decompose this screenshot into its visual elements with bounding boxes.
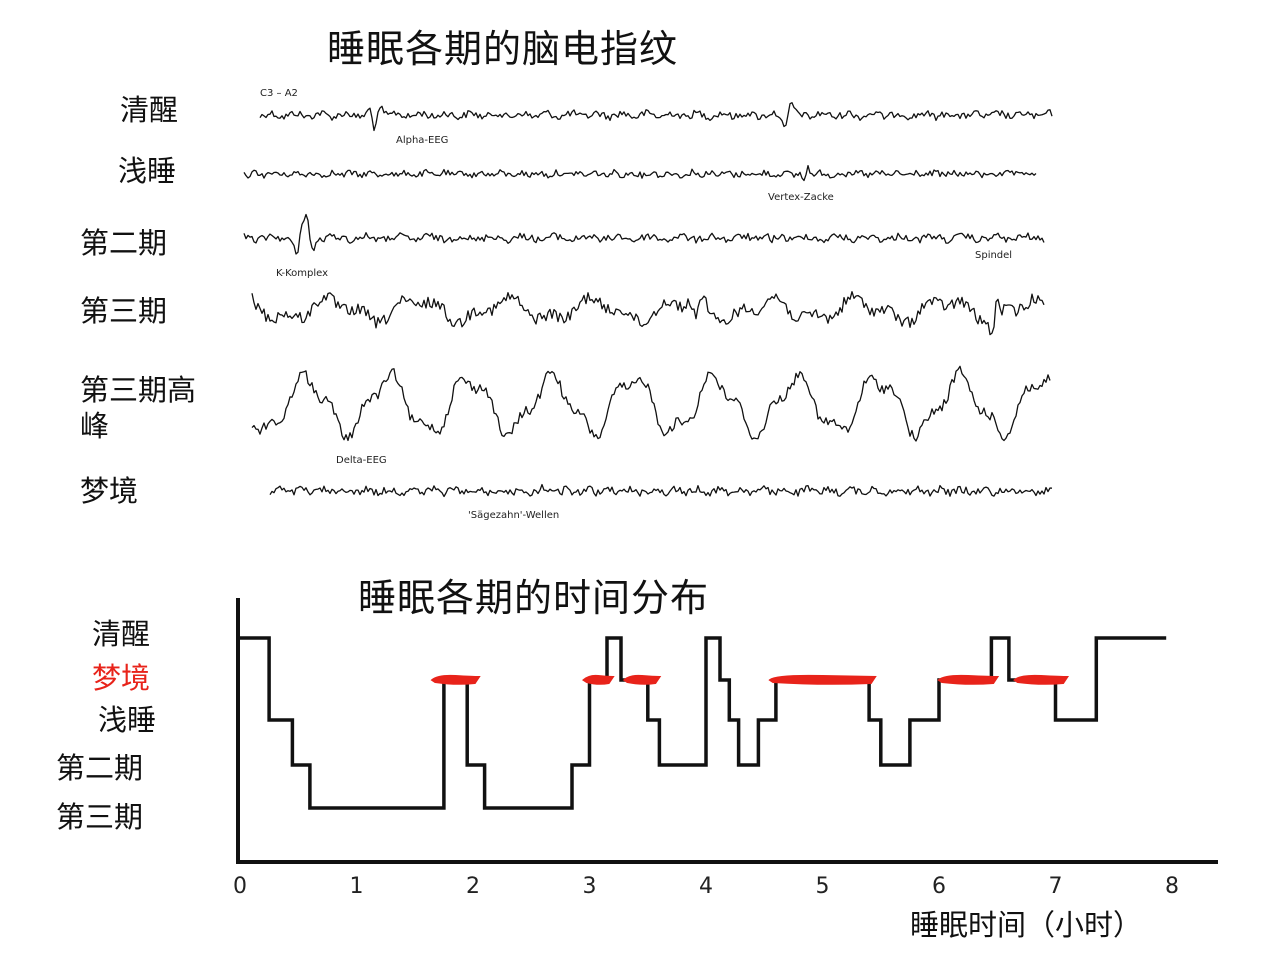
eeg-traces [243, 102, 1053, 498]
rem-period-marker [430, 674, 481, 685]
x-tick-label: 1 [350, 874, 364, 899]
x-axis-label: 睡眠时间（小时） [910, 908, 1143, 942]
sleep-stage-line [240, 636, 1167, 810]
rem-period-marker [1013, 674, 1070, 685]
hyp-label-wake: 清醒 [92, 617, 151, 651]
eeg-annotation-sawtooth: 'Sägezahn'-Wellen [468, 510, 560, 521]
eeg-trace-wake [259, 102, 1053, 132]
eeg-section-title: 睡眠各期的脑电指纹 [327, 27, 679, 71]
rem-period-marker [937, 674, 1000, 685]
eeg-trace-stage2 [243, 213, 1045, 255]
x-tick-label: 0 [233, 874, 247, 899]
rem-period-marker [768, 674, 877, 685]
rem-period-marker [622, 674, 662, 685]
hyp-label-stage2: 第二期 [56, 751, 144, 785]
eeg-annotation-k-complex: K-Komplex [276, 268, 329, 279]
eeg-label-stage2: 第二期 [80, 226, 168, 260]
hyp-label-rem: 梦境 [92, 661, 151, 695]
hypnogram-title: 睡眠各期的时间分布 [358, 576, 710, 620]
eeg-channel-label: C3 – A2 [260, 88, 298, 99]
eeg-label-stage3-peak: 第三期高峰 [80, 373, 197, 443]
eeg-label-dream: 梦境 [80, 474, 139, 508]
x-tick-label: 8 [1165, 874, 1179, 899]
hyp-label-stage3: 第三期 [56, 800, 144, 834]
x-tick-label: 7 [1049, 874, 1063, 899]
x-tick-label: 3 [583, 874, 597, 899]
eeg-label-stage3: 第三期 [80, 294, 168, 328]
rem-period-marker [582, 674, 615, 685]
x-tick-label: 5 [816, 874, 830, 899]
eeg-label-wake: 清醒 [120, 93, 179, 127]
x-tick-label: 2 [466, 874, 480, 899]
eeg-annotation-vertex: Vertex-Zacke [768, 192, 834, 203]
eeg-trace-stage3-peak [251, 365, 1051, 442]
eeg-label-light-sleep: 浅睡 [118, 154, 177, 188]
x-tick-label: 4 [699, 874, 713, 899]
hyp-label-light: 浅睡 [98, 703, 157, 737]
eeg-trace-light-sleep [243, 164, 1037, 182]
eeg-annotation-spindle: Spindel [975, 250, 1013, 261]
x-tick-label: 6 [932, 874, 946, 899]
eeg-annotation-delta: Delta-EEG [336, 455, 387, 466]
eeg-trace-stage3 [251, 291, 1045, 336]
eeg-annotation-alpha: Alpha-EEG [396, 135, 449, 146]
eeg-trace-dream [269, 483, 1053, 498]
